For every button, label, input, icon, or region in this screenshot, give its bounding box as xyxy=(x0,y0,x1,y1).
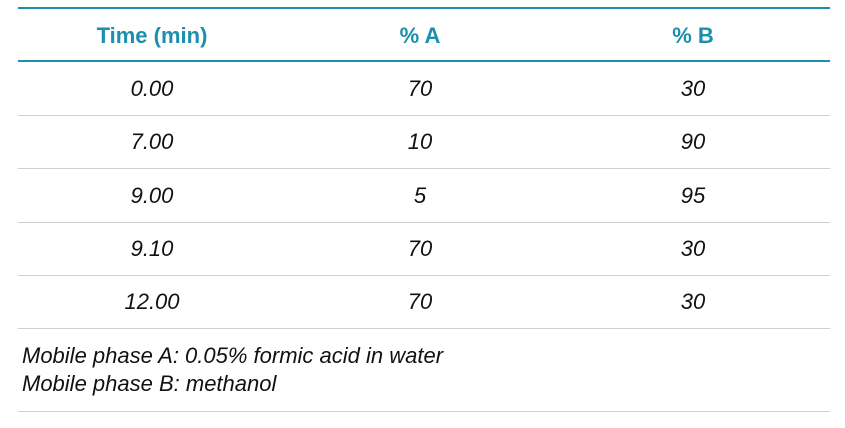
table-cell: 70 xyxy=(407,289,433,315)
table-cell: 7.00 xyxy=(130,129,174,155)
table-cell: 10 xyxy=(407,129,433,155)
row-rule xyxy=(18,168,830,170)
table-cell: 30 xyxy=(680,76,706,101)
row-rule xyxy=(18,115,830,116)
header-cell: Time (min) xyxy=(96,23,208,48)
table-cell: 9.10 xyxy=(130,235,174,261)
table-cell: 0.00 xyxy=(130,76,174,101)
row-rule xyxy=(18,328,830,330)
header-cell: % B xyxy=(672,23,714,48)
bottom-rule xyxy=(18,411,830,412)
row-rule xyxy=(18,274,830,276)
table-cell: 30 xyxy=(680,289,706,315)
table-cell: 9.00 xyxy=(130,182,174,208)
table-cell: 70 xyxy=(407,235,433,261)
table-cell: 5 xyxy=(413,182,427,208)
table-cell: 90 xyxy=(680,129,706,155)
top-rule xyxy=(18,7,830,9)
header-cell: % A xyxy=(399,23,441,48)
table-cell: 30 xyxy=(680,235,706,261)
header-rule xyxy=(18,60,830,62)
table-cell: 95 xyxy=(680,182,706,208)
note: Mobile phase A: 0.05% formic acid in wat… xyxy=(22,343,444,368)
table-cell: 70 xyxy=(407,76,433,101)
row-rule xyxy=(18,221,830,223)
table-cell: 12.00 xyxy=(124,289,180,315)
note: Mobile phase B: methanol xyxy=(22,371,277,396)
